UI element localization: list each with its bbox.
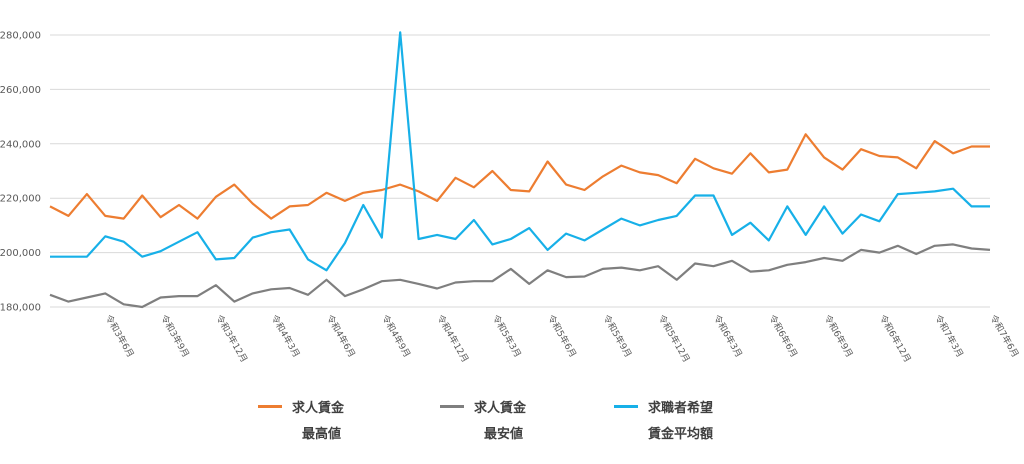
series-lines (49, 31, 991, 309)
x-tick-label: 令和6年3月 (711, 313, 745, 360)
x-tick-label: 令和4年12月 (434, 313, 471, 365)
x-tick-label: 令和3年12月 (213, 313, 250, 365)
x-axis-ticks: 令和3年6月 令和3年9月 令和3年12月 令和4年3月 令和4年6月 令和4年9月 令和4… (103, 313, 1022, 365)
x-tick-label: 令和7年3月 (932, 313, 966, 360)
legend-item-2: 求職者希望 賃金平均額 (614, 396, 713, 448)
x-tick-label: 令和4年6月 (324, 313, 358, 360)
x-tick-label: 令和3年6月 (103, 313, 137, 360)
y-tick-label: 220,000 (0, 194, 41, 205)
x-tick-label: 令和6年9月 (822, 313, 856, 360)
y-tick-label: 240,000 (0, 139, 41, 150)
legend-line-1 (440, 405, 464, 408)
y-tick-label: 200,000 (0, 248, 41, 259)
y-tick-label: 260,000 (0, 85, 41, 96)
legend-label-1-line-1: 求人賃金 (474, 401, 527, 416)
x-tick-label: 令和5年12月 (656, 313, 693, 365)
x-tick-label: 令和4年9月 (379, 313, 413, 360)
legend-label-0-line-1: 求人賃金 (292, 401, 345, 416)
x-tick-label: 令和5年9月 (600, 313, 634, 360)
x-tick-label: 令和4年3月 (269, 313, 303, 360)
y-tick-label: 180,000 (0, 303, 41, 314)
legend-line-2 (614, 405, 638, 408)
x-tick-label: 令和5年3月 (490, 313, 524, 360)
legend-line-0 (258, 405, 282, 408)
gridlines (50, 34, 990, 308)
x-tick-label: 令和7年6月 (987, 313, 1021, 360)
legend-label-1-line-2: 最安値 (484, 427, 524, 442)
series-line-2 (50, 31, 990, 272)
y-axis-ticks: 180,000 200,000 220,000 240,000 260,000 280,0… (0, 31, 41, 314)
x-tick-label: 令和3年9月 (158, 313, 192, 360)
legend-item-1: 求人賃金 最安値 (440, 396, 526, 448)
legend-label-2-line-2: 賃金平均額 (648, 427, 714, 442)
x-tick-label: 令和6年12月 (877, 313, 914, 365)
x-tick-label: 令和5年6月 (545, 313, 579, 360)
x-tick-label: 令和6年6月 (766, 313, 800, 360)
legend-item-0: 求人賃金 最高値 (258, 396, 344, 448)
legend-label-2-line-1: 求職者希望 (648, 401, 714, 416)
legend-label-0-line-2: 最高値 (302, 427, 342, 442)
y-tick-label: 280,000 (0, 31, 41, 42)
series-line-0 (49, 133, 990, 220)
series-line-1 (49, 243, 991, 309)
